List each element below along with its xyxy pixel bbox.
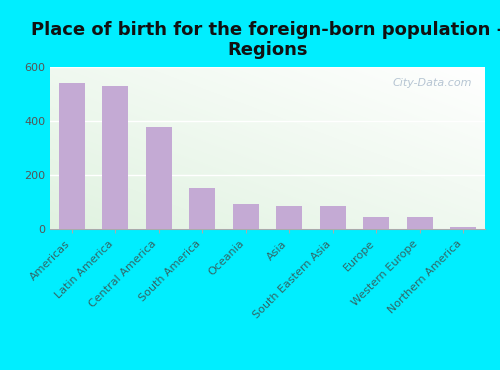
Bar	[102, 87, 128, 229]
Bar	[232, 204, 259, 229]
Bar	[450, 227, 476, 229]
Bar	[146, 127, 172, 229]
Bar	[406, 217, 433, 229]
Bar	[320, 206, 346, 229]
Text: City-Data.com: City-Data.com	[392, 78, 472, 88]
Bar	[58, 83, 85, 229]
Title: Place of birth for the foreign-born population -
Regions: Place of birth for the foreign-born popu…	[31, 21, 500, 60]
Bar	[363, 217, 390, 229]
Bar	[276, 206, 302, 229]
Bar	[189, 188, 216, 229]
